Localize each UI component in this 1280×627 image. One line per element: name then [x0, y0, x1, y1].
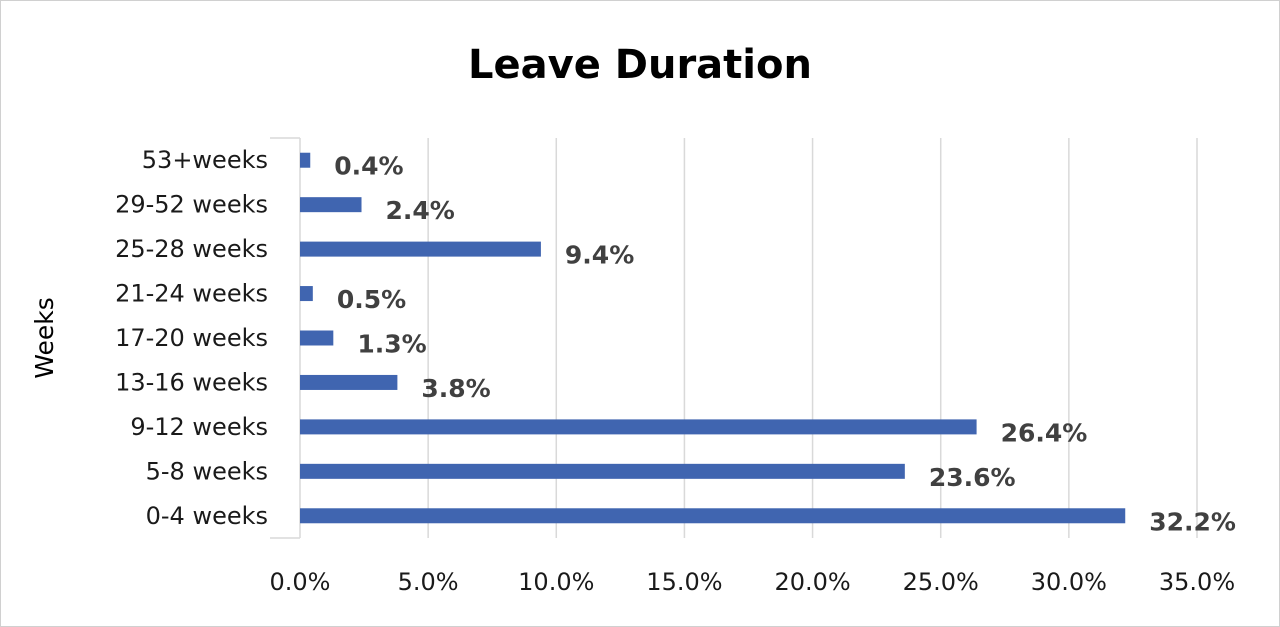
category-label: 13-16 weeks — [115, 368, 268, 396]
bar — [300, 508, 1126, 524]
category-label: 0-4 weeks — [146, 502, 268, 530]
data-label: 0.5% — [337, 285, 406, 314]
bar — [300, 241, 541, 257]
y-axis-title: Weeks — [30, 297, 59, 379]
data-labels: 32.2% 23.6% 26.4% 3.8% 1.3% 0.5% 9.4% 2.4% 0.4% — [334, 152, 1236, 537]
x-tick-label: 5.0% — [398, 568, 459, 596]
category-label: 25-28 weeks — [115, 235, 268, 263]
x-tick-label: 35.0% — [1159, 568, 1235, 596]
data-label: 9.4% — [565, 241, 634, 270]
x-tick-label: 15.0% — [646, 568, 722, 596]
x-tick-label: 20.0% — [774, 568, 850, 596]
category-label: 9-12 weeks — [130, 413, 268, 441]
x-tick-label: 30.0% — [1031, 568, 1107, 596]
chart-title: Leave Duration — [468, 42, 812, 88]
data-label: 3.8% — [421, 374, 490, 403]
x-tick-label: 0.0% — [270, 568, 331, 596]
data-label: 32.2% — [1149, 507, 1236, 536]
bar — [300, 197, 362, 213]
x-tick-labels: 0.0% 5.0% 10.0% 15.0% 20.0% 25.0% 30.0% 35.0% — [270, 568, 1236, 596]
category-label: 5-8 weeks — [146, 457, 268, 485]
category-label: 21-24 weeks — [115, 280, 268, 308]
x-tick-label: 25.0% — [903, 568, 979, 596]
bars — [300, 152, 1126, 524]
data-label: 23.6% — [929, 463, 1016, 492]
gridlines — [427, 138, 1198, 538]
bar — [300, 286, 313, 302]
x-tick-label: 10.0% — [518, 568, 594, 596]
bar — [300, 419, 977, 435]
category-label: 29-52 weeks — [115, 191, 268, 219]
data-label: 1.3% — [357, 330, 426, 359]
bar — [300, 330, 334, 346]
data-label: 2.4% — [386, 196, 455, 225]
data-label: 26.4% — [1001, 418, 1088, 447]
bar — [300, 374, 398, 390]
category-label: 53+weeks — [142, 146, 268, 174]
category-label: 17-20 weeks — [115, 324, 268, 352]
bar — [300, 463, 905, 479]
bar — [300, 152, 311, 168]
category-labels: 0-4 weeks 5-8 weeks 9-12 weeks 13-16 weeks 1… — [115, 146, 268, 530]
data-label: 0.4% — [334, 152, 403, 181]
